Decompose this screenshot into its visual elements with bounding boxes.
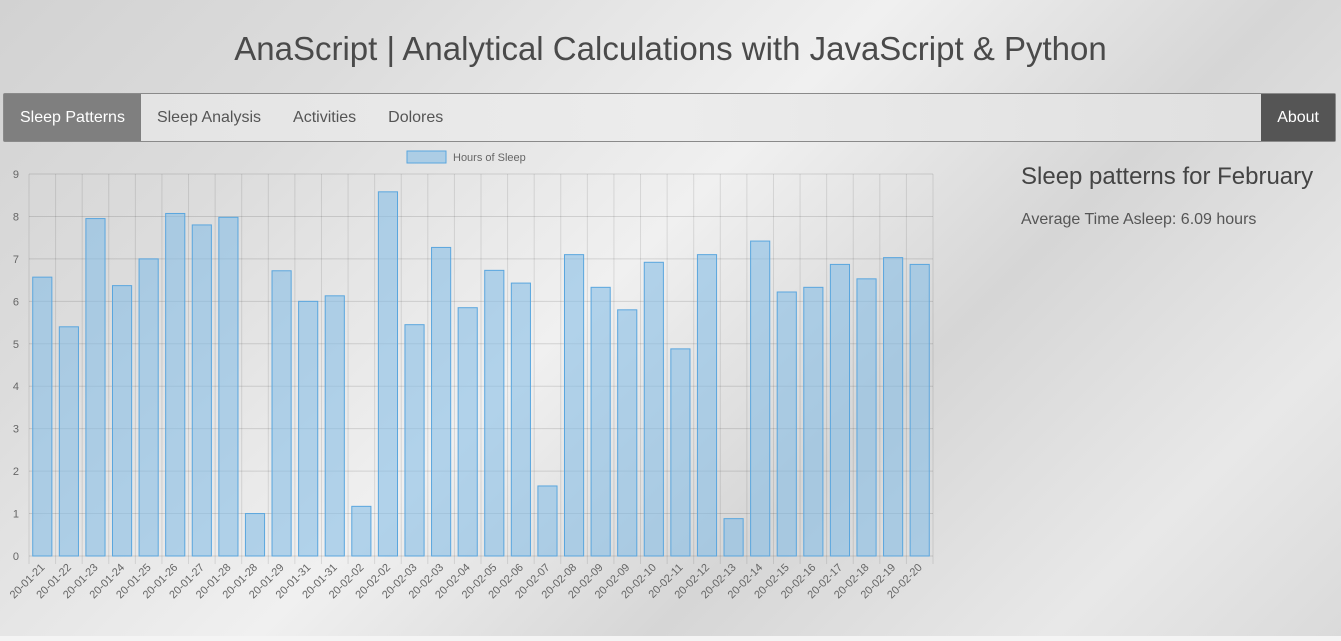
y-tick-label: 4	[13, 381, 19, 393]
bar-hours-of-sleep	[696, 254, 718, 557]
bar-hours-of-sleep	[643, 261, 664, 557]
bar-hours-of-sleep	[883, 257, 904, 557]
bar-hours-of-sleep	[617, 309, 638, 557]
legend-label: Hours of Sleep	[453, 152, 526, 164]
bar-hours-of-sleep	[484, 269, 505, 557]
bar-hours-of-sleep	[85, 218, 106, 557]
sidebar-heading: Sleep patterns for February	[1021, 163, 1314, 190]
bar-hours-of-sleep	[829, 263, 851, 557]
y-tick-label: 5	[13, 339, 19, 351]
nav-spacer	[459, 94, 1261, 141]
bar-hours-of-sleep	[670, 348, 691, 557]
bar-hours-of-sleep	[803, 286, 824, 557]
sleep-bar-chart: 012345678920-01-2120-01-2220-01-2320-01-…	[8, 150, 934, 601]
nav-dolores[interactable]: Dolores	[388, 108, 444, 126]
bar-hours-of-sleep	[271, 270, 292, 557]
bar-hours-of-sleep	[165, 212, 186, 557]
bar-hours-of-sleep	[563, 254, 585, 557]
average-sleep-text: Average Time Asleep: 6.09 hours	[1021, 211, 1257, 228]
y-tick-label: 1	[13, 509, 19, 521]
bottom-strip	[0, 636, 1341, 641]
bar-hours-of-sleep	[58, 326, 79, 557]
nav-sleep-patterns[interactable]: Sleep Patterns	[4, 94, 141, 141]
bar-hours-of-sleep	[111, 285, 133, 557]
bar-hours-of-sleep	[776, 291, 797, 557]
bar-hours-of-sleep	[32, 276, 53, 557]
y-tick-label: 6	[13, 296, 19, 308]
y-tick-label: 7	[13, 254, 19, 266]
bar-hours-of-sleep	[351, 505, 372, 557]
bar-hours-of-sleep	[537, 485, 558, 557]
y-tick-label: 8	[13, 211, 19, 223]
y-tick-label: 3	[13, 424, 19, 436]
bar-hours-of-sleep	[138, 258, 159, 557]
nav-sleep-analysis[interactable]: Sleep Analysis	[156, 108, 262, 126]
bar-hours-of-sleep	[856, 278, 877, 557]
nav-activities[interactable]: Activities	[293, 108, 357, 126]
y-tick-label: 9	[13, 169, 19, 181]
bar-hours-of-sleep	[510, 282, 531, 557]
page-title: AnaScript | Analytical Calculations with…	[234, 30, 1107, 67]
bar-hours-of-sleep	[298, 300, 319, 557]
legend-swatch	[406, 150, 447, 164]
bar-hours-of-sleep	[909, 263, 930, 557]
y-tick-label: 0	[13, 551, 19, 563]
bar-hours-of-sleep	[431, 246, 452, 557]
main-navbar: Sleep Patterns Sleep Analysis Activities…	[3, 93, 1336, 142]
y-tick-label: 2	[13, 466, 19, 478]
bar-hours-of-sleep	[590, 286, 611, 557]
nav-about[interactable]: About	[1261, 94, 1335, 141]
bar-hours-of-sleep	[457, 307, 478, 557]
bar-hours-of-sleep	[377, 191, 399, 557]
bar-hours-of-sleep	[191, 224, 212, 557]
sleep-chart: 0 1 2 3 4 5 6 7 8 9 20-01-21 20-01-22 20-01-23 20-01-…	[0, 145, 940, 635]
bar-hours-of-sleep	[218, 216, 239, 557]
bar-hours-of-sleep	[244, 513, 266, 557]
bar-hours-of-sleep	[723, 518, 744, 557]
bar-hours-of-sleep	[750, 240, 771, 557]
bar-hours-of-sleep	[324, 295, 345, 557]
bar-hours-of-sleep	[404, 324, 425, 557]
